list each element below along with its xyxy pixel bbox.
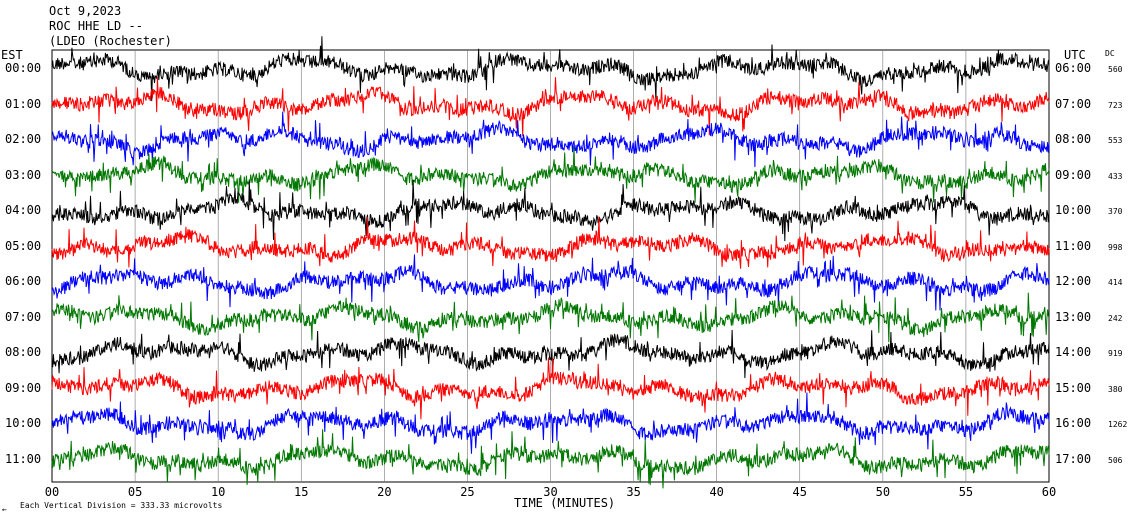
x-tick-label: 45 <box>793 485 807 499</box>
utc-row-label: 10:00 <box>1055 203 1092 217</box>
dc-value: 560 <box>1108 65 1123 74</box>
trace-0700 <box>51 292 1050 343</box>
x-tick-label: 55 <box>959 485 973 499</box>
x-tick-label: 05 <box>128 485 142 499</box>
est-row-label: 00:00 <box>5 61 42 75</box>
utc-row-label: 08:00 <box>1055 132 1092 146</box>
trace-1100 <box>51 429 1050 489</box>
header-network: (LDEO (Rochester) <box>49 34 172 48</box>
est-row-label: 04:00 <box>5 203 42 217</box>
trace-1000 <box>51 392 1050 454</box>
trace-0500 <box>51 216 1050 269</box>
x-tick-label: 20 <box>377 485 391 499</box>
utc-row-label: 11:00 <box>1055 238 1092 253</box>
est-row-label: 08:00 <box>5 345 42 359</box>
dc-value: 242 <box>1108 313 1123 323</box>
trace-0300 <box>51 146 1050 203</box>
x-tick-label: 10 <box>211 485 225 499</box>
est-row-label: 01:00 <box>5 96 42 111</box>
vertical-gridlines <box>134 50 967 482</box>
dc-value: 553 <box>1108 136 1123 145</box>
est-row-label: 05:00 <box>5 238 42 253</box>
trace-0400 <box>51 179 1050 242</box>
dc-value: 414 <box>1108 278 1123 287</box>
trace-0100 <box>51 77 1050 137</box>
dc-value: 433 <box>1108 171 1123 181</box>
utc-row-label: 06:00 <box>1055 61 1092 75</box>
right-timezone-label: UTC <box>1064 48 1086 62</box>
est-row-label: 03:00 <box>5 167 42 182</box>
est-row-label: 07:00 <box>5 309 42 324</box>
dc-value: 370 <box>1108 207 1123 216</box>
x-tick-label: 60 <box>1042 485 1056 499</box>
x-tick-labels: 00 05 10 15 20 25 30 35 40 45 50 55 60 <box>45 485 1056 499</box>
x-tick-label: 00 <box>45 485 59 499</box>
utc-row-label: 07:00 <box>1055 96 1092 111</box>
x-tick-label: 35 <box>626 485 640 499</box>
utc-row-label: 16:00 <box>1055 416 1092 430</box>
x-tick-label: 40 <box>709 485 723 499</box>
dc-value: 506 <box>1108 455 1123 465</box>
header-date: Oct 9,2023 <box>49 4 122 18</box>
trace-0200 <box>51 111 1050 168</box>
utc-row-label: 17:00 <box>1055 451 1092 466</box>
dc-value: 998 <box>1108 242 1123 252</box>
trace-0600 <box>51 254 1050 311</box>
x-axis-label: TIME (MINUTES) <box>514 496 616 510</box>
x-tick-label: 15 <box>294 485 308 499</box>
header-station: ROC HHE LD -- <box>49 19 143 33</box>
est-row-label: 06:00 <box>5 274 42 288</box>
x-tick-label: 30 <box>543 485 557 499</box>
utc-row-label: 09:00 <box>1055 167 1092 182</box>
left-timezone-label: EST <box>1 48 23 62</box>
est-row-label: 09:00 <box>5 380 42 395</box>
est-row-label: 11:00 <box>5 451 42 466</box>
utc-row-label: 12:00 <box>1055 274 1092 288</box>
trace-lines <box>51 36 1050 489</box>
dc-value: 380 <box>1108 384 1123 394</box>
dc-value: 919 <box>1108 349 1123 358</box>
utc-row-label: 14:00 <box>1055 345 1092 359</box>
x-tick-label: 50 <box>876 485 890 499</box>
utc-row-label: 15:00 <box>1055 380 1092 395</box>
dc-column-label: DC <box>1105 49 1115 58</box>
scale-note: Each Vertical Division = 333.33 microvol… <box>20 501 223 510</box>
est-row-label: 02:00 <box>5 132 42 146</box>
trace-0000 <box>51 36 1050 102</box>
corner-mark: ← <box>2 505 7 514</box>
trace-0800 <box>51 329 1050 379</box>
trace-0900 <box>51 357 1050 420</box>
est-row-label: 10:00 <box>5 416 42 430</box>
utc-row-label: 13:00 <box>1055 309 1092 324</box>
dc-value: 723 <box>1108 100 1123 110</box>
dc-value: 1262 <box>1108 420 1128 429</box>
x-tick-label: 25 <box>460 485 474 499</box>
